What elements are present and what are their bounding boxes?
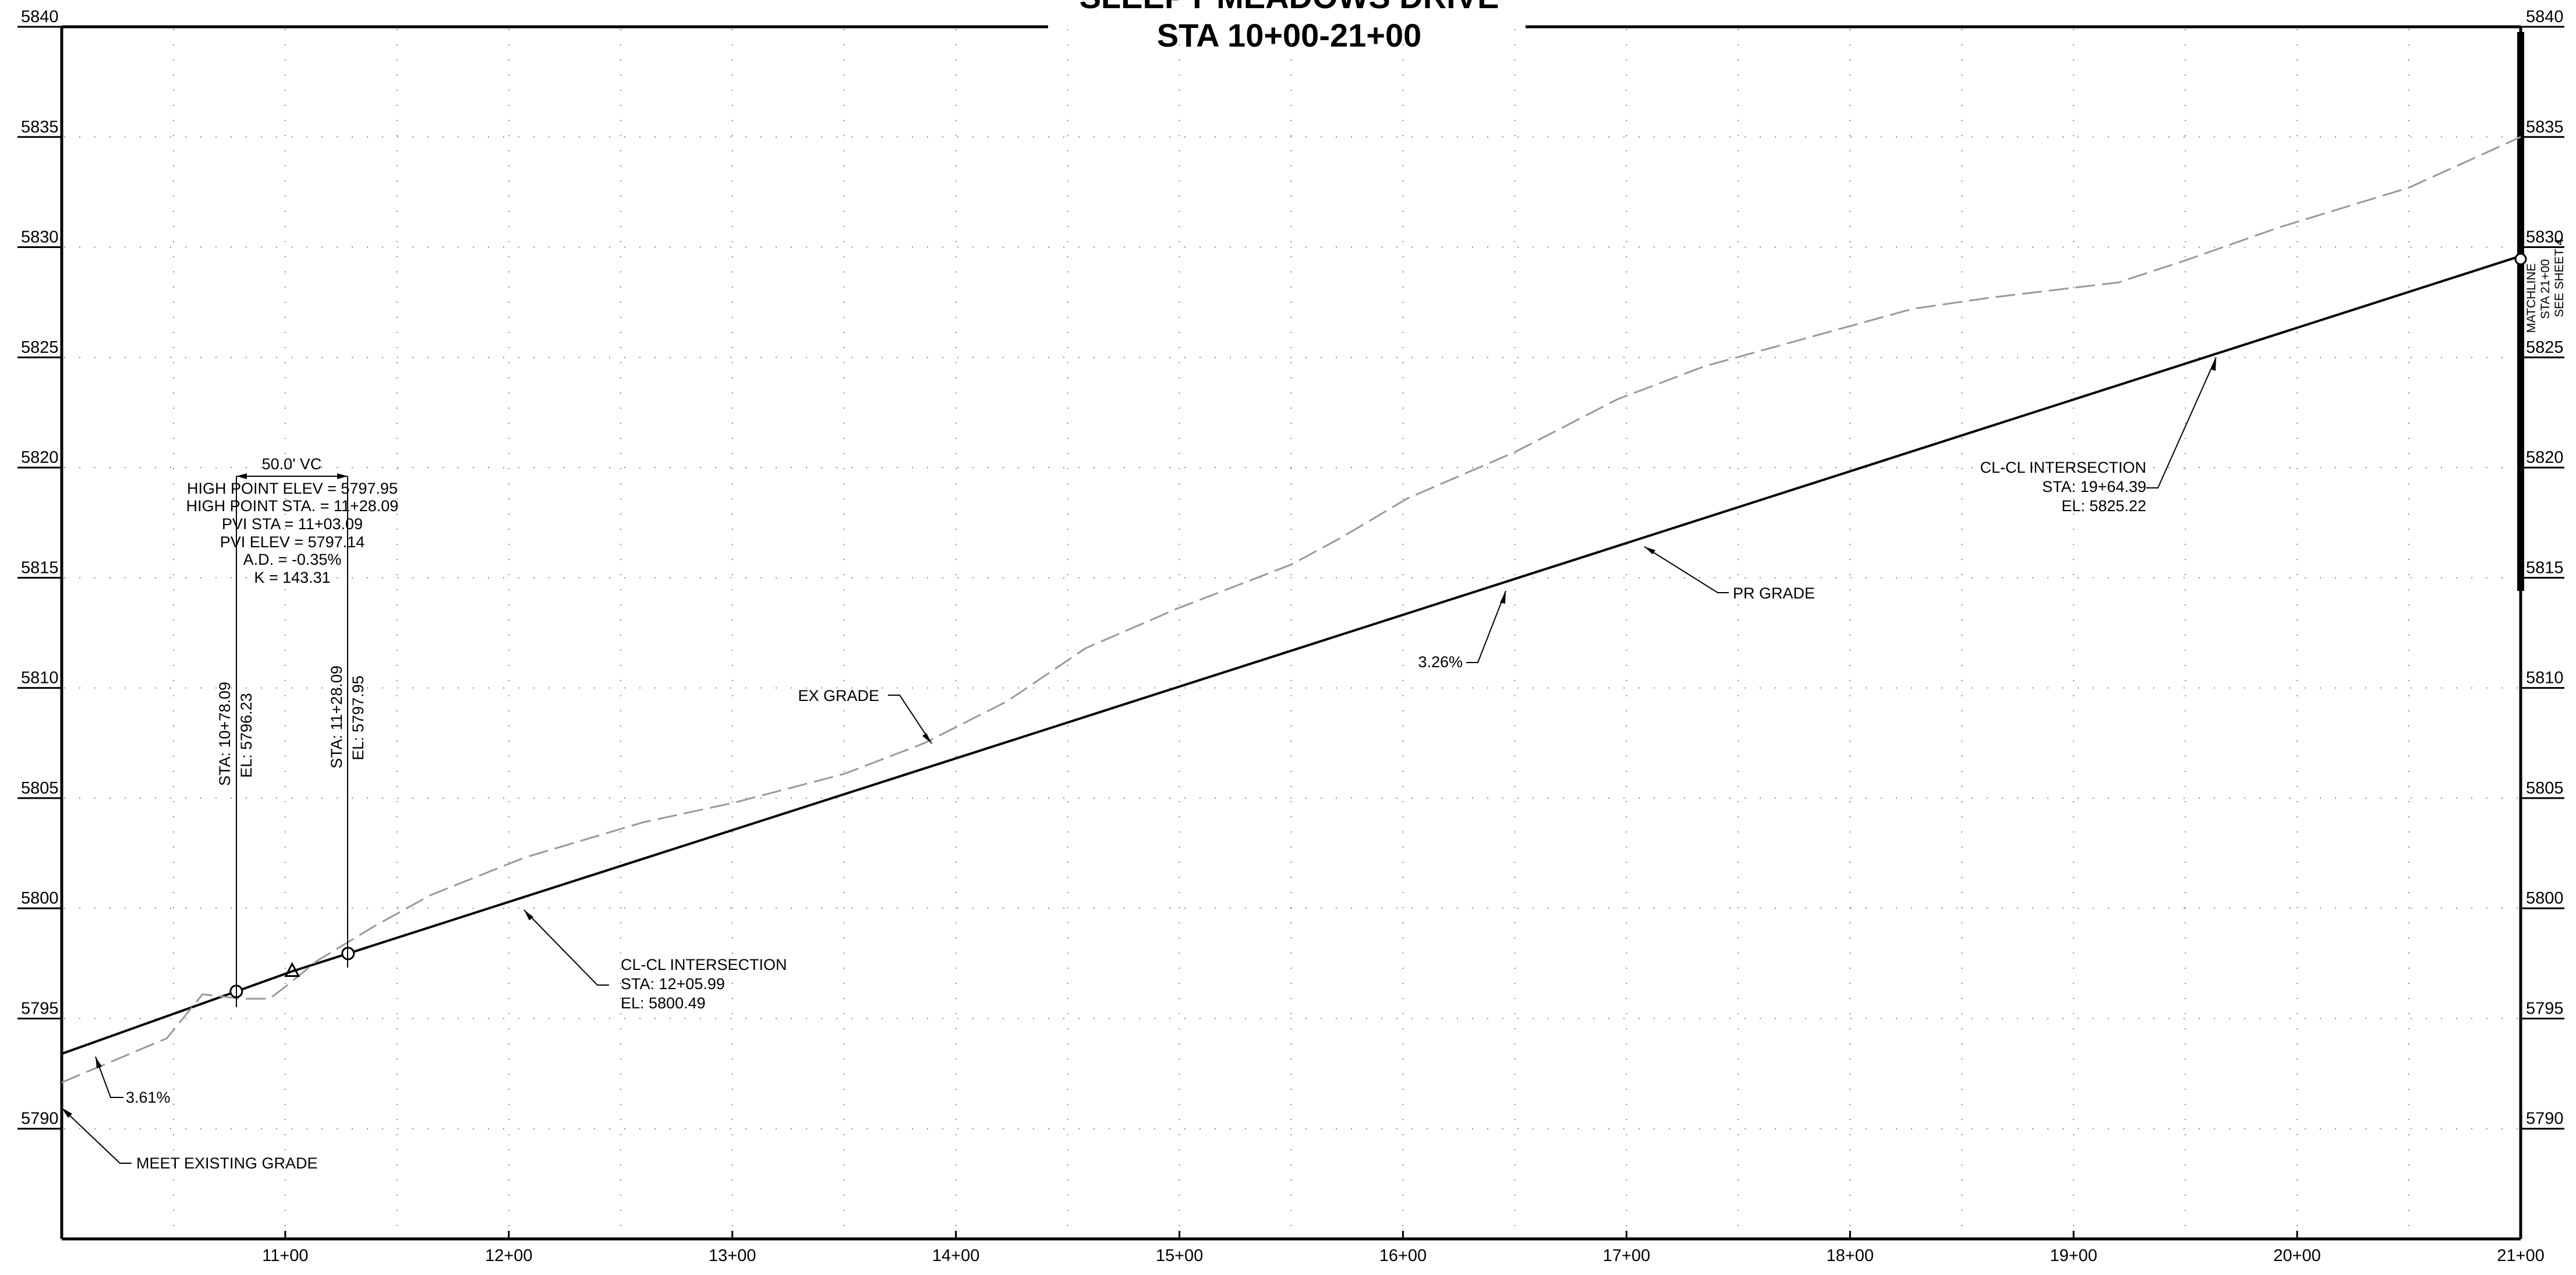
elevation-tick-label-left: 5830	[21, 228, 59, 247]
intersection-2-arrow	[2210, 357, 2216, 371]
elevation-tick-label-left: 5820	[21, 448, 59, 467]
elevation-tick-label-right: 5840	[2526, 8, 2564, 26]
elevation-tick-label-left: 5840	[21, 8, 59, 26]
vc-info-line: K = 143.31	[254, 569, 330, 586]
tick-label-layer: 5790 5790 5795 5795 5800 5800 5805 5805 5810 5810…	[21, 8, 2564, 1265]
pr-grade-leader	[1644, 546, 1729, 593]
vc-start-elevation-label: EL: 5796.23	[238, 693, 255, 778]
slope-left-leader	[95, 1056, 123, 1098]
pvi-marker	[284, 962, 300, 977]
vc-info-line: HIGH POINT STA. = 11+28.09	[186, 497, 399, 515]
intersection-1-arrow	[524, 910, 533, 920]
slope-left-arrow	[95, 1057, 102, 1068]
station-tick-label: 21+00	[2497, 1246, 2544, 1265]
vc-info-line: PVI STA = 11+03.09	[222, 515, 363, 533]
elevation-tick-label-left: 5815	[21, 558, 59, 577]
meet-existing-leader	[61, 1107, 132, 1164]
elevation-tick-label-right: 5830	[2526, 228, 2564, 247]
intersection-1-leader	[523, 909, 609, 986]
slope-right-callout: 3.26%	[1418, 590, 1506, 671]
station-tick-label: 18+00	[1827, 1246, 1874, 1265]
elevation-tick-label-right: 5825	[2526, 338, 2564, 357]
station-tick-label: 17+00	[1603, 1246, 1650, 1265]
vc-end-station-label: STA: 11+28.09	[328, 665, 345, 768]
vc-info-line: HIGH POINT ELEV = 5797.95	[187, 480, 398, 497]
elevation-tick-label-right: 5790	[2526, 1110, 2564, 1128]
ex-grade-callout: EX GRADE	[798, 687, 932, 744]
ex-grade-leader	[888, 695, 932, 744]
pr-grade-arrow	[1644, 547, 1655, 554]
station-tick-label: 12+00	[485, 1246, 532, 1265]
slope-left-callout: 3.61%	[95, 1056, 171, 1106]
elevation-tick-label-right: 5820	[2526, 448, 2564, 467]
intersection-2-station: STA: 19+64.39	[2042, 478, 2146, 495]
elevation-tick-label-left: 5795	[21, 999, 59, 1018]
grid-layer	[17, 26, 2564, 1239]
elevation-tick-label-right: 5795	[2526, 999, 2564, 1018]
slope-left-label: 3.61%	[126, 1089, 171, 1106]
vc-dimension-arrow-left	[236, 473, 247, 479]
station-tick-label: 14+00	[932, 1246, 979, 1265]
matchline-sheet-ref: SEE SHEET 4	[2553, 239, 2566, 317]
meet-existing-callout: MEET EXISTING GRADE	[61, 1107, 318, 1172]
meet-existing-arrow	[62, 1108, 72, 1118]
elevation-tick-label-left: 5805	[21, 779, 59, 798]
elevation-tick-label-right: 5835	[2526, 118, 2564, 136]
intersection-2-elevation: EL: 5825.22	[2061, 497, 2146, 515]
elevation-tick-label-right: 5810	[2526, 669, 2564, 688]
pr-grade-label: PR GRADE	[1733, 585, 1815, 602]
intersection-1-title: CL-CL INTERSECTION	[621, 956, 787, 973]
elevation-tick-label-right: 5815	[2526, 558, 2564, 577]
vc-dimension-arrow-right	[337, 473, 348, 479]
elevation-tick-label-right: 5805	[2526, 779, 2564, 798]
matchline-point	[2514, 253, 2527, 265]
station-tick-label: 15+00	[1156, 1246, 1203, 1265]
station-tick-label: 13+00	[709, 1246, 756, 1265]
elevation-tick-label-left: 5800	[21, 889, 59, 908]
vc-info-line: A.D. = -0.35%	[243, 551, 342, 568]
matchline-note: MATCHLINE STA 21+00 SEE SHEET 4	[2514, 239, 2566, 333]
slope-right-leader	[1466, 590, 1506, 663]
intersection-2-leader	[2146, 357, 2217, 488]
proposed-grade-line	[61, 254, 2521, 1055]
series-layer	[61, 136, 2521, 1083]
drawing-subtitle: STA 10+00-21+00	[1157, 17, 1422, 54]
pr-grade-callout: PR GRADE	[1644, 546, 1815, 602]
vc-start-station-label: STA: 10+78.09	[216, 682, 233, 786]
matchline-station: STA 21+00	[2539, 259, 2552, 319]
ex-grade-label: EX GRADE	[798, 687, 879, 704]
intersection-1-elevation: EL: 5800.49	[621, 994, 706, 1012]
intersection-1-station: STA: 12+05.99	[621, 975, 725, 993]
elevation-tick-label-left: 5835	[21, 118, 59, 136]
station-tick-label: 20+00	[2273, 1246, 2320, 1265]
slope-right-label: 3.26%	[1418, 653, 1463, 671]
vertical-curve-callout: 50.0' VC HIGH POINT ELEV = 5797.95 HIGH …	[186, 455, 399, 1007]
station-tick-label: 19+00	[2050, 1246, 2097, 1265]
elevation-tick-label-left: 5810	[21, 669, 59, 688]
elevation-tick-label-left: 5825	[21, 338, 59, 357]
station-tick-label: 11+00	[262, 1246, 308, 1265]
elevation-tick-label-left: 5790	[21, 1110, 59, 1128]
vc-length-label: 50.0' VC	[262, 455, 322, 473]
station-tick-label: 16+00	[1379, 1246, 1427, 1265]
title-background	[1048, 0, 1526, 64]
meet-existing-label: MEET EXISTING GRADE	[136, 1154, 318, 1172]
intersection-2-title: CL-CL INTERSECTION	[1980, 459, 2146, 476]
matchline-label: MATCHLINE	[2525, 263, 2538, 333]
vc-end-elevation-label: EL: 5797.95	[349, 675, 367, 760]
existing-grade-line	[61, 136, 2521, 1083]
ex-grade-arrow	[922, 733, 932, 743]
slope-right-arrow	[1500, 591, 1506, 604]
intersection-callout-1: CL-CL INTERSECTION STA: 12+05.99 EL: 580…	[523, 909, 787, 1012]
drawing-title: SLEEPY MEADOWS DRIVE	[1080, 0, 1499, 15]
vc-info-line: PVI ELEV = 5797.14	[220, 533, 365, 551]
intersection-callout-2: CL-CL INTERSECTION STA: 19+64.39 EL: 582…	[1980, 357, 2217, 515]
elevation-tick-label-right: 5800	[2526, 889, 2564, 908]
